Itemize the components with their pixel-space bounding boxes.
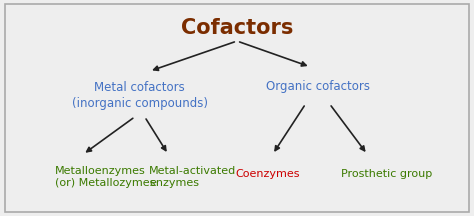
- Text: Metal-activated
enzymes: Metal-activated enzymes: [149, 166, 237, 188]
- Text: Metal cofactors
(inorganic compounds): Metal cofactors (inorganic compounds): [72, 81, 208, 110]
- Text: Organic cofactors: Organic cofactors: [265, 80, 370, 93]
- Text: Cofactors: Cofactors: [181, 18, 293, 38]
- Text: Prosthetic group: Prosthetic group: [341, 169, 433, 179]
- Text: Coenzymes: Coenzymes: [236, 169, 300, 179]
- FancyBboxPatch shape: [5, 4, 469, 212]
- Text: Metalloenzymes
(or) Metallozymes: Metalloenzymes (or) Metallozymes: [55, 166, 155, 188]
